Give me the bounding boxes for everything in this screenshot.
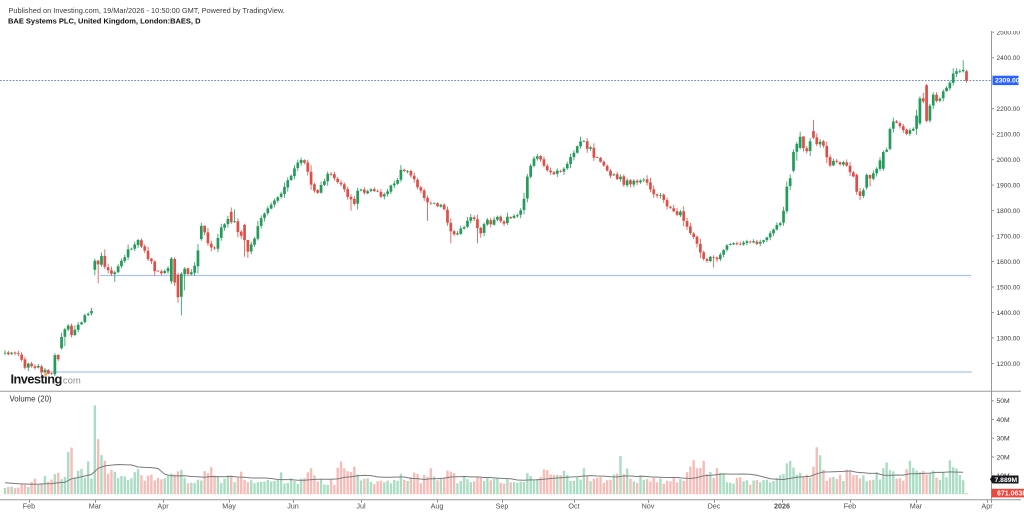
svg-text:Aug: Aug xyxy=(431,502,444,511)
svg-text:Nov: Nov xyxy=(642,502,655,511)
svg-text:Jul: Jul xyxy=(356,502,366,511)
svg-text:Published on Investing.com, 19: Published on Investing.com, 19/Mar/2026 … xyxy=(9,6,285,15)
svg-text:Jun: Jun xyxy=(287,502,299,511)
svg-text:Volume (20): Volume (20) xyxy=(10,395,52,404)
svg-text:1900.00: 1900.00 xyxy=(997,183,1021,190)
svg-text:2309.00: 2309.00 xyxy=(995,78,1020,85)
svg-text:2000.00: 2000.00 xyxy=(997,157,1021,164)
svg-text:Mar: Mar xyxy=(89,502,102,511)
svg-text:20M: 20M xyxy=(997,454,1011,461)
svg-text:Feb: Feb xyxy=(844,502,856,511)
svg-text:7.889M: 7.889M xyxy=(995,477,1018,484)
svg-text:May: May xyxy=(222,502,236,511)
svg-text:2200.00: 2200.00 xyxy=(997,106,1021,113)
svg-text:1800.00: 1800.00 xyxy=(997,208,1021,215)
svg-text:Feb: Feb xyxy=(23,502,35,511)
svg-text:1700.00: 1700.00 xyxy=(997,234,1021,241)
svg-text:Dec: Dec xyxy=(708,502,721,511)
svg-text:1600.00: 1600.00 xyxy=(997,259,1021,266)
svg-text:671.063K: 671.063K xyxy=(997,490,1024,497)
svg-text:2100.00: 2100.00 xyxy=(997,132,1021,139)
svg-text:1200.00: 1200.00 xyxy=(997,361,1021,368)
svg-text:Apr: Apr xyxy=(981,502,993,511)
svg-text:1400.00: 1400.00 xyxy=(997,310,1021,317)
svg-text:BAE Systems PLC, United Kingdo: BAE Systems PLC, United Kingdom, London:… xyxy=(8,16,201,25)
svg-text:1500.00: 1500.00 xyxy=(997,284,1021,291)
svg-text:Oct: Oct xyxy=(568,502,579,511)
svg-text:Investing: Investing xyxy=(11,371,62,386)
svg-text:40M: 40M xyxy=(997,417,1011,424)
svg-text:Sep: Sep xyxy=(496,502,509,511)
svg-text:50M: 50M xyxy=(997,398,1011,405)
svg-text:Apr: Apr xyxy=(157,502,169,511)
svg-text:1300.00: 1300.00 xyxy=(997,335,1021,342)
svg-text:.com: .com xyxy=(60,375,81,386)
svg-text:Mar: Mar xyxy=(910,502,923,511)
svg-text:30M: 30M xyxy=(997,436,1011,443)
svg-text:2400.00: 2400.00 xyxy=(997,55,1021,62)
svg-text:2026: 2026 xyxy=(774,502,790,511)
